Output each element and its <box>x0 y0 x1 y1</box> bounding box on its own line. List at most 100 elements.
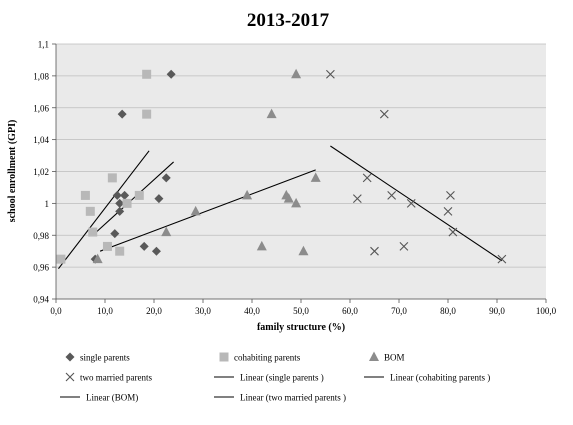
data-points <box>56 68 507 264</box>
data-point <box>387 191 397 200</box>
y-tick-label: 1,08 <box>33 71 49 81</box>
x-tick-label: 40,0 <box>244 306 260 316</box>
legend: single parents cohabiting parents BOM two m… <box>60 351 490 403</box>
data-point <box>370 246 379 256</box>
data-point <box>448 227 458 237</box>
data-point <box>102 241 112 251</box>
legend-label: cohabiting parents <box>234 353 301 363</box>
legend-item: two married parents <box>65 372 152 383</box>
legend-item: cohabiting parents <box>219 352 301 363</box>
x-tick-label: 100,0 <box>536 306 557 316</box>
legend-label: BOM <box>384 353 405 363</box>
data-point <box>291 197 302 208</box>
data-point <box>115 198 125 208</box>
axes: 0,94 0,96 0,98 1 1,02 1,04 1,06 1,08 1,1 0,0 10,0 2… <box>33 40 556 317</box>
y-tick-label: 1 <box>45 199 50 209</box>
data-point <box>399 242 409 251</box>
data-point <box>107 173 117 183</box>
x-tick-label: 30,0 <box>195 306 211 316</box>
legend-label: Linear (BOM) <box>86 393 138 403</box>
data-point <box>446 191 455 200</box>
legend-swatch <box>369 351 379 361</box>
data-point <box>161 226 172 237</box>
y-tick-label: 0,96 <box>33 263 49 273</box>
data-point <box>283 193 294 203</box>
data-point <box>122 198 132 208</box>
x-tick-label: 50,0 <box>293 306 309 316</box>
data-point <box>443 206 453 216</box>
data-point <box>80 190 90 200</box>
data-point <box>166 69 176 79</box>
data-point <box>310 172 321 182</box>
data-point <box>112 190 122 200</box>
x-axis-label: family structure (%) <box>257 322 345 333</box>
data-point <box>362 173 372 183</box>
series-BOM <box>92 68 321 264</box>
x-tick-label: 0,0 <box>50 306 62 316</box>
legend-item: Linear (BOM) <box>60 393 138 403</box>
y-tick-label: 0,98 <box>33 231 49 241</box>
data-point <box>190 205 201 216</box>
series-two-married-parents <box>326 69 507 264</box>
chart-title: 2013-2017 <box>247 10 330 31</box>
data-point <box>56 254 66 264</box>
legend-label: Linear (two married parents ) <box>240 393 346 403</box>
y-tick-label: 0,94 <box>33 295 49 305</box>
y-tick-label: 1,02 <box>33 167 49 177</box>
data-point <box>92 253 103 264</box>
legend-swatch <box>65 352 75 362</box>
legend-item: BOM <box>369 351 405 363</box>
legend-item: Linear (two married parents ) <box>214 393 346 403</box>
data-point <box>142 109 152 119</box>
y-tick-label: 1,04 <box>33 135 49 145</box>
trendline <box>92 161 174 236</box>
data-point <box>161 173 171 183</box>
series-cohabiting-parents <box>56 69 152 264</box>
trendline <box>58 150 150 270</box>
trendline <box>330 145 503 262</box>
data-point <box>266 108 277 119</box>
legend-item: Linear (cohabiting parents ) <box>364 373 490 383</box>
data-point <box>352 194 362 203</box>
legend-label: single parents <box>80 353 130 363</box>
trendline <box>99 169 316 252</box>
data-point <box>115 206 125 216</box>
data-point <box>326 69 335 79</box>
x-tick-label: 80,0 <box>440 306 456 316</box>
y-tick-label: 1,06 <box>33 103 49 113</box>
x-tick-label: 20,0 <box>146 306 162 316</box>
data-point <box>291 68 302 79</box>
legend-item: Linear (single parents ) <box>214 373 324 383</box>
data-point <box>139 241 149 251</box>
legend-label: Linear (cohabiting parents ) <box>390 373 490 383</box>
legend-swatch <box>65 372 75 382</box>
data-point <box>406 198 416 208</box>
legend-swatch <box>219 352 229 362</box>
data-point <box>110 229 120 239</box>
trendlines <box>58 145 503 270</box>
x-tick-label: 10,0 <box>97 306 113 316</box>
legend-label: Linear (single parents ) <box>240 373 324 383</box>
data-point <box>256 240 267 251</box>
data-point <box>151 246 161 256</box>
data-point <box>298 245 309 256</box>
x-tick-label: 70,0 <box>391 306 407 316</box>
data-point <box>379 109 389 119</box>
y-axis-label: school enrollment (GPI) <box>7 120 18 223</box>
data-point <box>117 109 127 119</box>
data-point <box>120 190 130 200</box>
y-tick-label: 1,1 <box>38 40 49 50</box>
data-point <box>88 227 98 237</box>
data-point <box>115 246 125 256</box>
data-point <box>142 69 152 79</box>
x-tick-label: 90,0 <box>489 306 505 316</box>
data-point <box>154 194 164 204</box>
data-point <box>134 190 144 200</box>
data-point <box>497 254 507 264</box>
legend-label: two married parents <box>80 373 152 383</box>
x-tick-label: 60,0 <box>342 306 358 316</box>
data-point <box>242 189 253 200</box>
legend-item: single parents <box>65 352 130 363</box>
